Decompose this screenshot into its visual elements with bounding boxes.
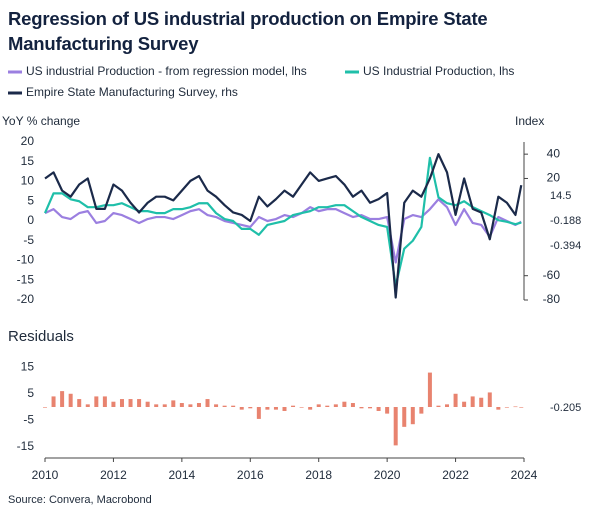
end-value-label: 14.5	[550, 190, 571, 202]
bar	[256, 407, 261, 419]
legend-label: US industrial Production - from regressi…	[26, 64, 307, 78]
y2-tick-label: -60	[543, 268, 561, 282]
x-tick-label: 2024	[511, 468, 538, 482]
bar	[513, 406, 518, 408]
bar	[171, 400, 176, 407]
bar	[342, 401, 347, 407]
bar	[333, 404, 338, 407]
bar	[179, 403, 184, 407]
bar	[119, 399, 124, 407]
bar	[453, 393, 458, 407]
y-tick-label: -5	[23, 233, 34, 247]
y-tick-label: 15	[21, 359, 35, 373]
bar	[137, 399, 142, 407]
bar	[470, 396, 475, 407]
bar	[265, 407, 270, 410]
series-line	[44, 153, 523, 299]
bar	[291, 405, 296, 407]
bar	[111, 401, 116, 407]
bar	[162, 404, 167, 407]
bar	[368, 407, 373, 409]
source: Source: Convera, Macrobond	[8, 494, 152, 506]
y2-tick-label: 40	[547, 146, 561, 160]
title: Regression of US industrial production o…	[8, 8, 488, 54]
bar	[316, 404, 321, 407]
bar	[402, 407, 407, 427]
bar	[145, 401, 150, 407]
x-tick-label: 2012	[100, 468, 127, 482]
bar	[410, 407, 415, 425]
y-tick-label: -20	[17, 292, 35, 306]
y-tick-label: -10	[17, 253, 35, 267]
bar	[214, 404, 219, 407]
bar	[188, 404, 193, 407]
series-line	[43, 156, 522, 288]
bar	[359, 407, 364, 409]
bar	[85, 404, 90, 407]
bar	[196, 403, 201, 407]
bar	[487, 392, 492, 407]
y-axis-label: YoY % change	[2, 114, 80, 128]
end-value-label: -0.188	[550, 215, 581, 227]
y-tick-label: 5	[27, 193, 34, 207]
bar	[496, 407, 501, 410]
legend-label: US Industrial Production, lhs	[363, 64, 514, 78]
bar	[436, 405, 441, 407]
y2-tick-label: 20	[547, 171, 561, 185]
bar	[51, 396, 56, 407]
bar	[308, 407, 313, 410]
bar	[68, 393, 73, 407]
x-tick-label: 2018	[305, 468, 332, 482]
bar	[350, 403, 355, 407]
bar	[60, 391, 65, 407]
bar	[43, 407, 47, 408]
x-tick-label: 2010	[32, 468, 59, 482]
bar	[222, 405, 227, 407]
bar	[419, 407, 424, 414]
bar	[239, 407, 244, 410]
bar	[427, 372, 432, 407]
x-tick-label: 2022	[442, 468, 469, 482]
y-tick-label: 20	[21, 134, 35, 148]
bar	[273, 407, 278, 410]
x-tick-label: 2020	[374, 468, 401, 482]
bar	[445, 404, 450, 407]
bar	[385, 407, 390, 414]
bar	[519, 407, 524, 408]
bar	[154, 404, 159, 407]
bar	[376, 407, 381, 411]
y-tick-label: -5	[23, 412, 34, 426]
bar	[94, 396, 99, 407]
bar	[102, 396, 107, 407]
bar	[248, 407, 253, 409]
y-tick-label: 5	[27, 386, 34, 400]
end-value-label: -0.205	[550, 402, 581, 414]
bar	[462, 401, 467, 407]
bar	[231, 405, 236, 407]
bar	[128, 399, 133, 407]
legend-label: Empire State Manufacturing Survey, rhs	[26, 85, 238, 99]
y-tick-label: -15	[17, 439, 35, 453]
x-tick-label: 2014	[169, 468, 196, 482]
bar	[504, 407, 509, 408]
bar	[77, 399, 82, 407]
panel-title: Residuals	[8, 328, 74, 345]
x-tick-label: 2016	[237, 468, 264, 482]
y-tick-label: -15	[17, 272, 35, 286]
bar	[393, 407, 398, 446]
bar	[282, 407, 287, 411]
bar	[479, 397, 484, 407]
bar	[205, 399, 210, 407]
series-line	[44, 198, 522, 264]
end-value-label: -0.394	[550, 240, 581, 252]
y-tick-label: 15	[21, 154, 35, 168]
bar	[325, 405, 330, 407]
y2-tick-label: -80	[543, 292, 561, 306]
y-tick-label: 0	[27, 213, 34, 227]
bar	[299, 407, 304, 408]
y-tick-label: 10	[21, 174, 35, 188]
y2-axis-label: Index	[515, 114, 544, 128]
